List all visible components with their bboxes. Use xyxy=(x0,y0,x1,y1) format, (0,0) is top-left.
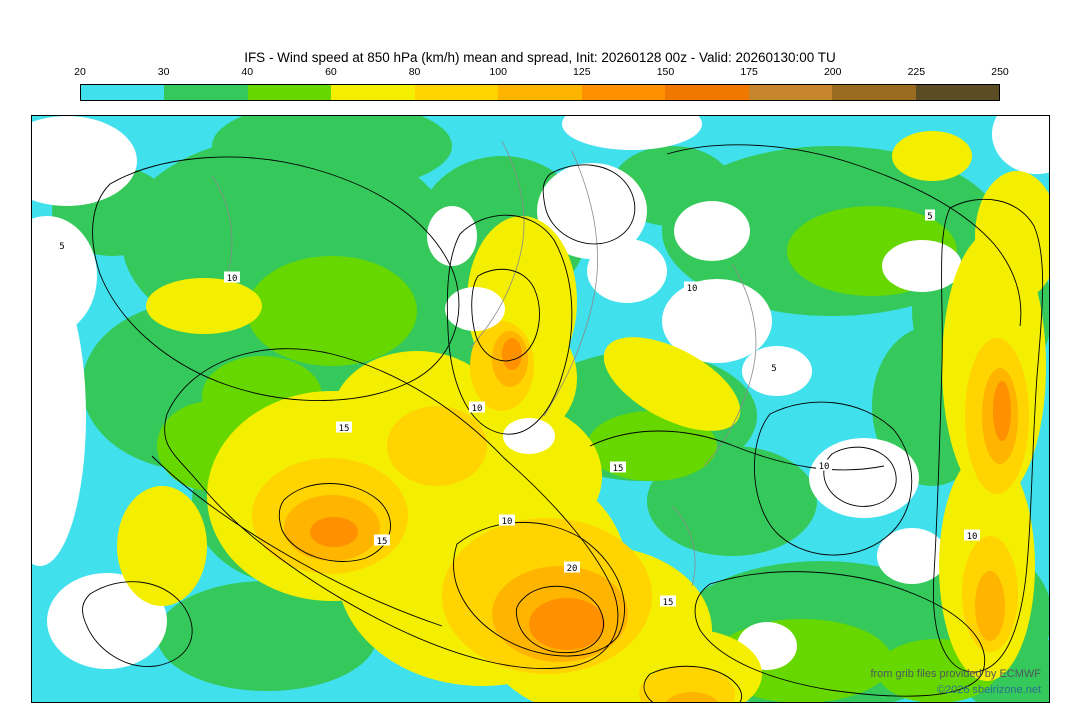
contour-label: 10 xyxy=(687,284,698,294)
contour-label-halo xyxy=(57,239,67,251)
contour-label-halo xyxy=(769,361,779,373)
spread-contours xyxy=(82,144,1044,702)
colorbar-tick-label: 60 xyxy=(325,66,337,78)
filled-regions xyxy=(32,116,1049,702)
contour-label-halo xyxy=(610,461,626,473)
colorbar-tick-label: 250 xyxy=(991,66,1009,78)
colorbar-segment xyxy=(414,85,499,100)
contour-label-halo xyxy=(964,529,980,541)
contour-label: 10 xyxy=(819,462,830,472)
contour-label: 5 xyxy=(59,242,64,252)
contour-label: 10 xyxy=(502,517,513,527)
contour-label-halo xyxy=(469,401,485,413)
contour-label-halo xyxy=(499,514,515,526)
colorbar-segment xyxy=(164,85,248,100)
colorbar-tick-label: 175 xyxy=(740,66,758,78)
attribution-copyright: ©2026 sbeirizone.net xyxy=(936,684,1041,696)
colorbar-tick-label: 20 xyxy=(74,66,86,78)
contour-label: 20 xyxy=(567,564,578,574)
contour-label: 5 xyxy=(771,364,776,374)
attribution-source: from grib files provided by ECMWF xyxy=(870,668,1041,680)
colorbar-tick-label: 225 xyxy=(907,66,926,78)
contour-label: 15 xyxy=(663,598,674,608)
colorbar-tick-label: 200 xyxy=(823,66,842,78)
colorbar-tick-label: 80 xyxy=(408,66,421,78)
colorbar-segment xyxy=(247,85,332,100)
contour-label: 10 xyxy=(227,274,238,284)
colorbar-segment xyxy=(581,85,666,100)
colorbar-segment xyxy=(498,85,582,100)
colorbar-tick-label: 40 xyxy=(241,66,254,78)
contour-label-halo xyxy=(816,459,832,471)
contour-label-halo xyxy=(374,534,390,546)
colorbar-segment xyxy=(665,85,749,100)
colorbar-segment xyxy=(748,85,833,100)
contour-label-halo xyxy=(224,271,240,283)
contour-label-halo xyxy=(660,595,676,607)
colorbar-segment xyxy=(915,85,999,100)
colorbar xyxy=(80,84,1000,101)
colorbar-tick-label: 30 xyxy=(157,66,170,78)
contour-labels: 5 10 15 10 15 10 5 10 15 20 10 5 15 10 xyxy=(57,209,980,608)
coastlines xyxy=(211,140,757,587)
colorbar-tick-label: 100 xyxy=(489,66,507,78)
contour-label-halo xyxy=(684,281,700,293)
contour-label-halo xyxy=(564,561,580,573)
contour-label: 10 xyxy=(967,532,978,542)
colorbar-tick-label: 150 xyxy=(656,66,675,78)
contour-label: 15 xyxy=(339,424,350,434)
colorbar-tick-label: 125 xyxy=(573,66,591,78)
colorbar-segment xyxy=(832,85,916,100)
chart-title: IFS - Wind speed at 850 hPa (km/h) mean … xyxy=(244,50,836,65)
colorbar-segment xyxy=(81,85,165,100)
contour-label: 10 xyxy=(472,404,483,414)
contour-label: 15 xyxy=(377,537,388,547)
colorbar-segment xyxy=(331,85,415,100)
wind-speed-map: 5 10 15 10 15 10 5 10 15 20 10 5 15 10 xyxy=(32,116,1049,702)
contour-label-halo xyxy=(336,421,352,433)
contour-label: 5 xyxy=(927,212,932,222)
colorbar-tick-labels: 20 30 40 60 80 100 125 150 175 200 225 250 xyxy=(74,66,1009,80)
contour-label-halo xyxy=(925,209,935,221)
map-frame: 5 10 15 10 15 10 5 10 15 20 10 5 15 10 from grib file… xyxy=(31,115,1050,703)
contour-label: 15 xyxy=(613,464,624,474)
